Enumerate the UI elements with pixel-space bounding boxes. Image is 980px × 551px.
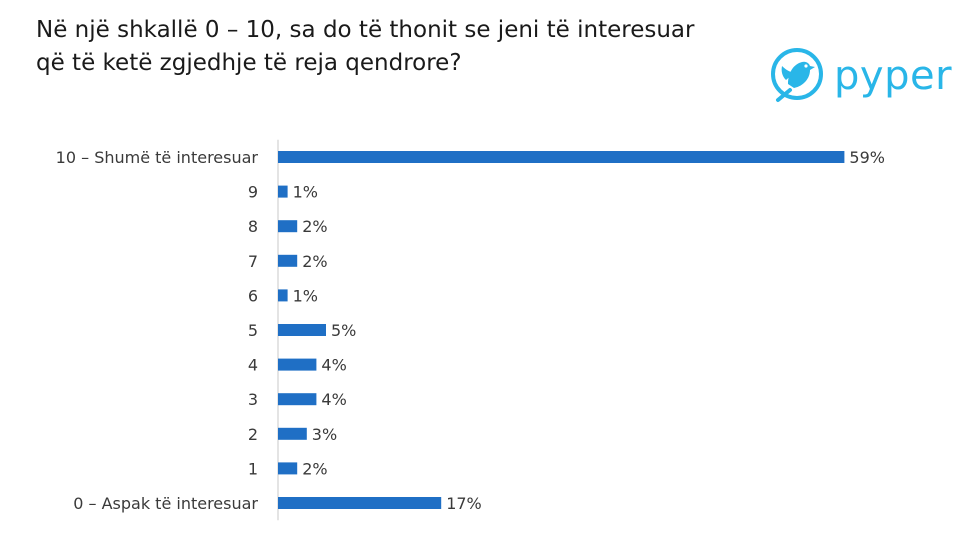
value-label: 2% [302, 217, 327, 236]
bar [278, 358, 317, 371]
value-label: 4% [321, 390, 346, 409]
bird-icon [771, 48, 823, 102]
bar [278, 393, 317, 406]
category-label: 8 [248, 217, 258, 236]
bars-group: 10 – Shumë të interesuar 59% 9 1% 8 2% 7 2% 6 1% 5… [56, 148, 885, 513]
bar [278, 427, 307, 440]
logo-wordmark: pyper [834, 53, 953, 99]
bar [278, 220, 298, 233]
category-label: 2 [248, 425, 258, 444]
category-label: 0 – Aspak të interesuar [73, 494, 258, 513]
category-label: 10 – Shumë të interesuar [56, 148, 259, 167]
category-label: 5 [248, 321, 258, 340]
bar [278, 254, 298, 267]
bar [278, 497, 442, 509]
pyper-logo: pyper [768, 44, 952, 108]
category-label: 6 [248, 286, 258, 305]
value-label: 5% [331, 321, 356, 340]
value-label: 59% [849, 148, 885, 167]
category-label: 7 [248, 252, 258, 271]
value-label: 2% [302, 252, 327, 271]
bar [278, 151, 845, 163]
bar [278, 462, 298, 475]
category-label: 3 [248, 390, 258, 409]
category-label: 9 [248, 183, 258, 202]
category-label: 1 [248, 459, 258, 478]
value-label: 17% [446, 494, 482, 513]
bar [278, 324, 326, 336]
chart-title: Në një shkallë 0 – 10, sa do të thonit s… [36, 17, 695, 76]
category-label: 4 [248, 356, 258, 375]
bar [278, 185, 288, 198]
value-label: 3% [312, 425, 337, 444]
value-label: 2% [302, 459, 327, 478]
value-label: 1% [293, 183, 318, 202]
bar [278, 289, 288, 302]
value-label: 1% [293, 286, 318, 305]
value-label: 4% [321, 356, 346, 375]
